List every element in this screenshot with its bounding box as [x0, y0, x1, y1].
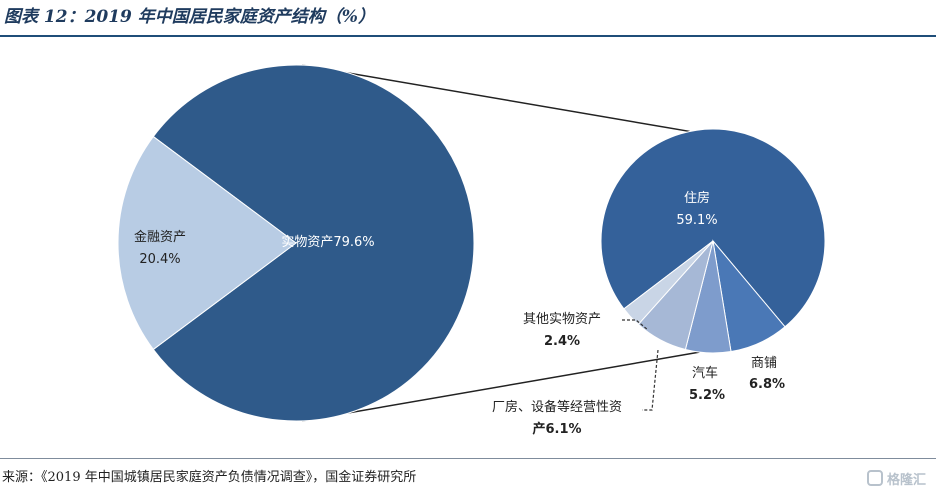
- footer-divider: [0, 458, 936, 459]
- main-slice-financial-assets: [117, 135, 297, 351]
- pie-of-pie-chart: 金融资产 20.4% 实物资产79.6% 住房 59.1% 商铺 6.8% 汽车 5.2% 厂房、…: [117, 64, 826, 437]
- label-plant-name: 厂房、设备等经营性资: [492, 399, 622, 415]
- figure-title: 图表 12：2019 年中国居民家庭资产结构（%）: [4, 7, 375, 27]
- sub-slice-housing: [600, 128, 826, 328]
- watermark-text: 格隆汇: [886, 472, 926, 488]
- main-slice-physical-assets: [152, 64, 475, 422]
- main-pie: [117, 64, 475, 422]
- label-housing-value: 59.1%: [676, 213, 717, 228]
- label-plant-value: 产6.1%: [532, 421, 581, 437]
- label-housing-name: 住房: [684, 190, 710, 206]
- title-divider: [0, 35, 936, 37]
- label-shops-name: 商铺: [751, 356, 777, 371]
- label-physical: 实物资产79.6%: [281, 235, 374, 250]
- label-cars-name: 汽车: [692, 365, 718, 381]
- watermark-logo-icon: [866, 470, 883, 486]
- label-financial-name: 金融资产: [134, 229, 186, 245]
- connector-lines: [302, 64, 700, 422]
- connector-line-bottom: [302, 351, 700, 422]
- label-shops-value: 6.8%: [749, 377, 785, 392]
- label-other-name: 其他实物资产: [523, 312, 601, 327]
- connector-line-top: [302, 64, 690, 133]
- chart-labels: 金融资产 20.4% 实物资产79.6% 住房 59.1% 商铺 6.8% 汽车 5.2% 厂房、…: [134, 190, 785, 437]
- label-other-value: 2.4%: [544, 334, 580, 349]
- sub-pie: [600, 128, 826, 354]
- label-financial-value: 20.4%: [139, 252, 180, 267]
- leader-line-plant: [642, 349, 659, 411]
- sub-slice-other-physical: [623, 240, 714, 326]
- watermark: 格隆汇: [866, 468, 926, 488]
- label-cars-value: 5.2%: [689, 388, 725, 403]
- source-note: 来源：《2019 年中国城镇居民家庭资产负债情况调查》，国金证券研究所: [2, 470, 417, 485]
